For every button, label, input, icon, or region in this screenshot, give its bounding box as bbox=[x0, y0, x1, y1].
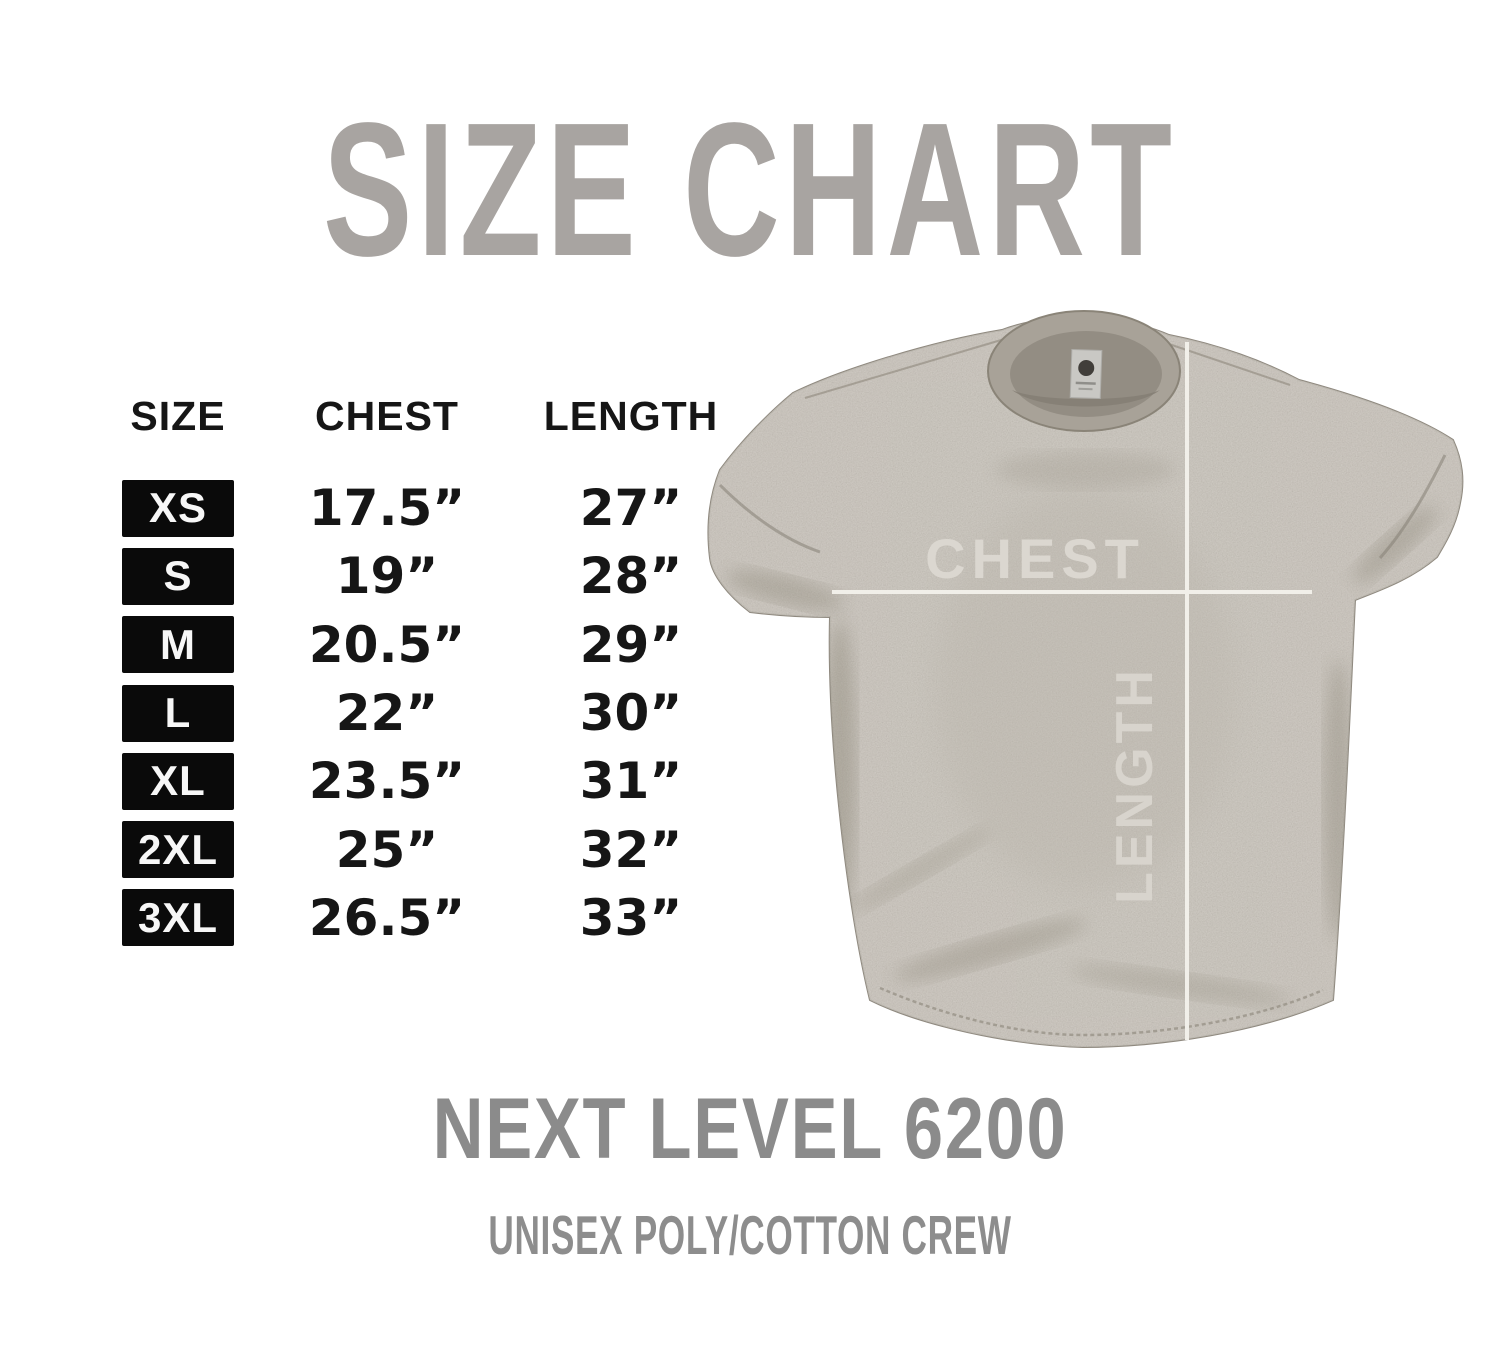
column-header-size: SIZE bbox=[130, 392, 226, 439]
size-badge: 2XL bbox=[122, 821, 234, 879]
collar-inner-shadow bbox=[1012, 390, 1160, 407]
table-row: S 19” 28” bbox=[100, 542, 744, 610]
table-row: XL 23.5” 31” bbox=[100, 747, 744, 815]
fabric-shadow bbox=[1324, 660, 1352, 940]
shoulder-seam bbox=[1162, 341, 1291, 386]
table-row: 2XL 25” 32” bbox=[100, 815, 744, 883]
table-row: M 20.5” 29” bbox=[100, 611, 744, 679]
size-badge: L bbox=[122, 684, 234, 742]
neck-label-tag bbox=[1069, 348, 1103, 400]
length-value: 32” bbox=[579, 820, 683, 879]
fabric-wrinkle bbox=[1071, 965, 1289, 1005]
page-title: SIZE CHART bbox=[323, 84, 1177, 297]
sleeve-shadow bbox=[726, 570, 844, 610]
length-value: 30” bbox=[579, 684, 683, 743]
chest-value: 20.5” bbox=[308, 615, 466, 674]
length-value: 31” bbox=[579, 752, 683, 811]
chest-value: 17.5” bbox=[308, 479, 466, 538]
chest-value: 23.5” bbox=[308, 752, 466, 811]
size-table: SIZE CHEST LENGTH XS 17.5” 27” S 19” 28”… bbox=[100, 392, 744, 952]
product-name: NEXT LEVEL 6200 bbox=[432, 1081, 1068, 1177]
length-value: 33” bbox=[579, 888, 683, 947]
table-row: L 22” 30” bbox=[100, 679, 744, 747]
size-badge: XS bbox=[122, 479, 234, 537]
size-badge: M bbox=[122, 616, 234, 674]
sleeve-shadow bbox=[1353, 506, 1437, 584]
size-badge: XL bbox=[122, 752, 234, 810]
fabric-wrinkle bbox=[850, 829, 990, 911]
size-table-body: XS 17.5” 27” S 19” 28” M 20.5” 29” L 22”… bbox=[100, 474, 744, 952]
brand-logo-dot bbox=[1078, 360, 1095, 377]
length-label: LENGTH bbox=[1106, 666, 1164, 904]
column-header-length: LENGTH bbox=[543, 392, 719, 439]
shoulder-seam bbox=[804, 337, 1009, 399]
size-badge: 3XL bbox=[122, 889, 234, 947]
tshirt-photo: CHEST LENGTH bbox=[707, 310, 1464, 1049]
length-value: 28” bbox=[579, 547, 683, 606]
right-cuff-fold bbox=[1378, 454, 1447, 559]
chest-value: 26.5” bbox=[308, 888, 466, 947]
fabric-shadow bbox=[824, 620, 856, 920]
fabric-wrinkle bbox=[893, 919, 1087, 981]
left-cuff-fold bbox=[718, 483, 821, 554]
column-header-chest: CHEST bbox=[315, 392, 459, 439]
product-description: UNISEX POLY/COTTON CREW bbox=[488, 1204, 1012, 1266]
fabric-wrinkle bbox=[995, 452, 1175, 488]
table-row: XS 17.5” 27” bbox=[100, 474, 744, 542]
chest-value: 19” bbox=[335, 547, 439, 606]
length-value: 27” bbox=[579, 479, 683, 538]
chest-label: CHEST bbox=[925, 527, 1145, 590]
chest-value: 22” bbox=[335, 684, 439, 743]
size-badge: S bbox=[122, 547, 234, 605]
table-row: 3XL 26.5” 33” bbox=[100, 884, 744, 952]
size-table-header: SIZE CHEST LENGTH bbox=[100, 392, 744, 440]
chest-value: 25” bbox=[335, 820, 439, 879]
length-value: 29” bbox=[579, 615, 683, 674]
